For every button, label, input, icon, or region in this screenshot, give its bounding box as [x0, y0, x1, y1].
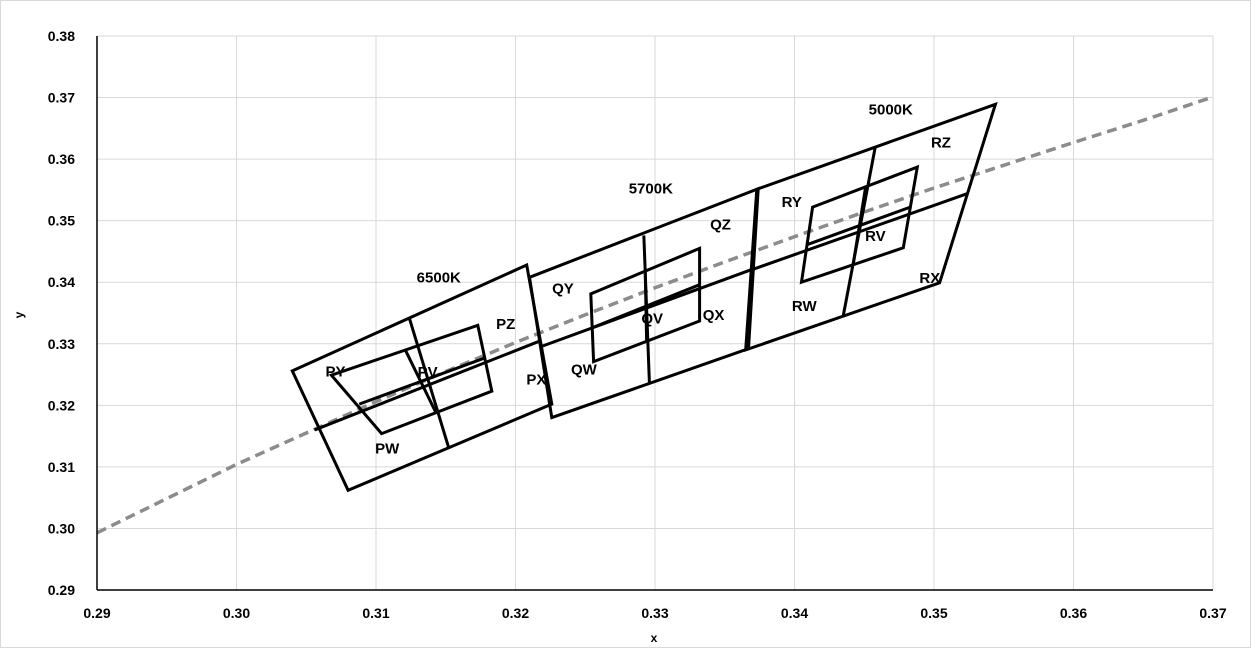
label-pz: PZ — [496, 316, 515, 333]
y-tick-label: 0.37 — [48, 90, 75, 106]
y-axis-title: y — [12, 311, 26, 318]
x-tick-label: 0.34 — [781, 605, 808, 621]
y-tick-label: 0.31 — [48, 459, 75, 475]
axes: 0.29 0.30 0.31 0.32 0.33 0.34 0.35 0.36 0.37 0.29… — [48, 28, 1227, 621]
x-tick-label: 0.31 — [362, 605, 389, 621]
label-5700k: 5700K — [629, 181, 673, 198]
y-tick-label: 0.36 — [48, 151, 75, 167]
x-tick-label: 0.29 — [83, 605, 110, 621]
y-tick-label: 0.29 — [48, 582, 75, 598]
x-tick-label: 0.37 — [1199, 605, 1226, 621]
x-tick-label: 0.30 — [223, 605, 250, 621]
y-tick-label: 0.35 — [48, 213, 75, 229]
y-tick-label: 0.38 — [48, 28, 75, 44]
label-qv: QV — [641, 311, 663, 328]
x-tick-label: 0.32 — [502, 605, 529, 621]
label-qy: QY — [552, 280, 574, 297]
x-tick-label: 0.36 — [1060, 605, 1087, 621]
label-py: PY — [326, 363, 346, 380]
label-qw: QW — [571, 362, 598, 379]
label-5000k: 5000K — [869, 101, 913, 118]
y-tick-label: 0.32 — [48, 397, 75, 413]
label-rx: RX — [919, 270, 940, 287]
label-6500k: 6500K — [417, 269, 461, 286]
label-qx: QX — [703, 307, 725, 324]
y-tick-label: 0.33 — [48, 336, 75, 352]
label-pw: PW — [375, 440, 400, 457]
x-axis-title: x — [651, 631, 658, 645]
label-pv: PV — [418, 364, 438, 381]
label-px: PX — [526, 371, 546, 388]
label-rz: RZ — [931, 134, 951, 151]
x-tick-label: 0.33 — [641, 605, 668, 621]
ansi-quadrangles — [292, 104, 995, 490]
label-qz: QZ — [710, 216, 731, 233]
y-tick-label: 0.34 — [48, 274, 75, 290]
label-rw: RW — [792, 298, 818, 315]
x-tick-label: 0.35 — [920, 605, 947, 621]
label-rv: RV — [865, 228, 886, 245]
inner-quadrangle-qv-crossline — [645, 271, 646, 341]
y-tick-label: 0.30 — [48, 520, 75, 536]
label-ry: RY — [782, 194, 802, 211]
